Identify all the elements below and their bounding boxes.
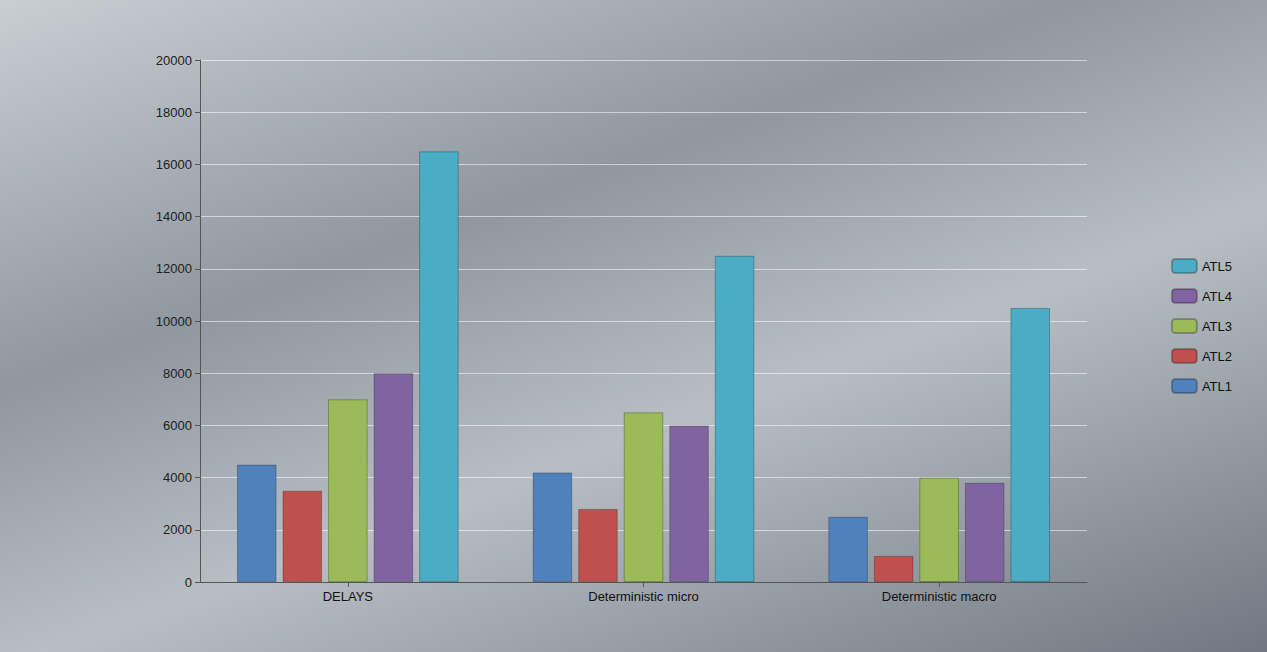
svg-text:ATL4: ATL4 <box>1202 289 1232 304</box>
svg-text:18000: 18000 <box>156 105 192 120</box>
svg-text:ATL1: ATL1 <box>1202 379 1232 394</box>
svg-text:6000: 6000 <box>163 418 192 433</box>
svg-text:ATL5: ATL5 <box>1202 259 1232 274</box>
svg-text:16000: 16000 <box>156 157 192 172</box>
svg-text:4000: 4000 <box>163 470 192 485</box>
svg-text:Deterministic macro: Deterministic macro <box>882 589 997 604</box>
svg-text:ATL3: ATL3 <box>1202 319 1232 334</box>
svg-text:10000: 10000 <box>156 314 192 329</box>
svg-text:0: 0 <box>185 575 192 590</box>
svg-text:8000: 8000 <box>163 366 192 381</box>
svg-text:ATL2: ATL2 <box>1202 349 1232 364</box>
svg-text:2000: 2000 <box>163 522 192 537</box>
svg-text:DELAYS: DELAYS <box>323 589 374 604</box>
svg-text:Deterministic micro: Deterministic micro <box>588 589 699 604</box>
svg-text:20000: 20000 <box>156 53 192 68</box>
svg-text:14000: 14000 <box>156 209 192 224</box>
svg-text:12000: 12000 <box>156 261 192 276</box>
